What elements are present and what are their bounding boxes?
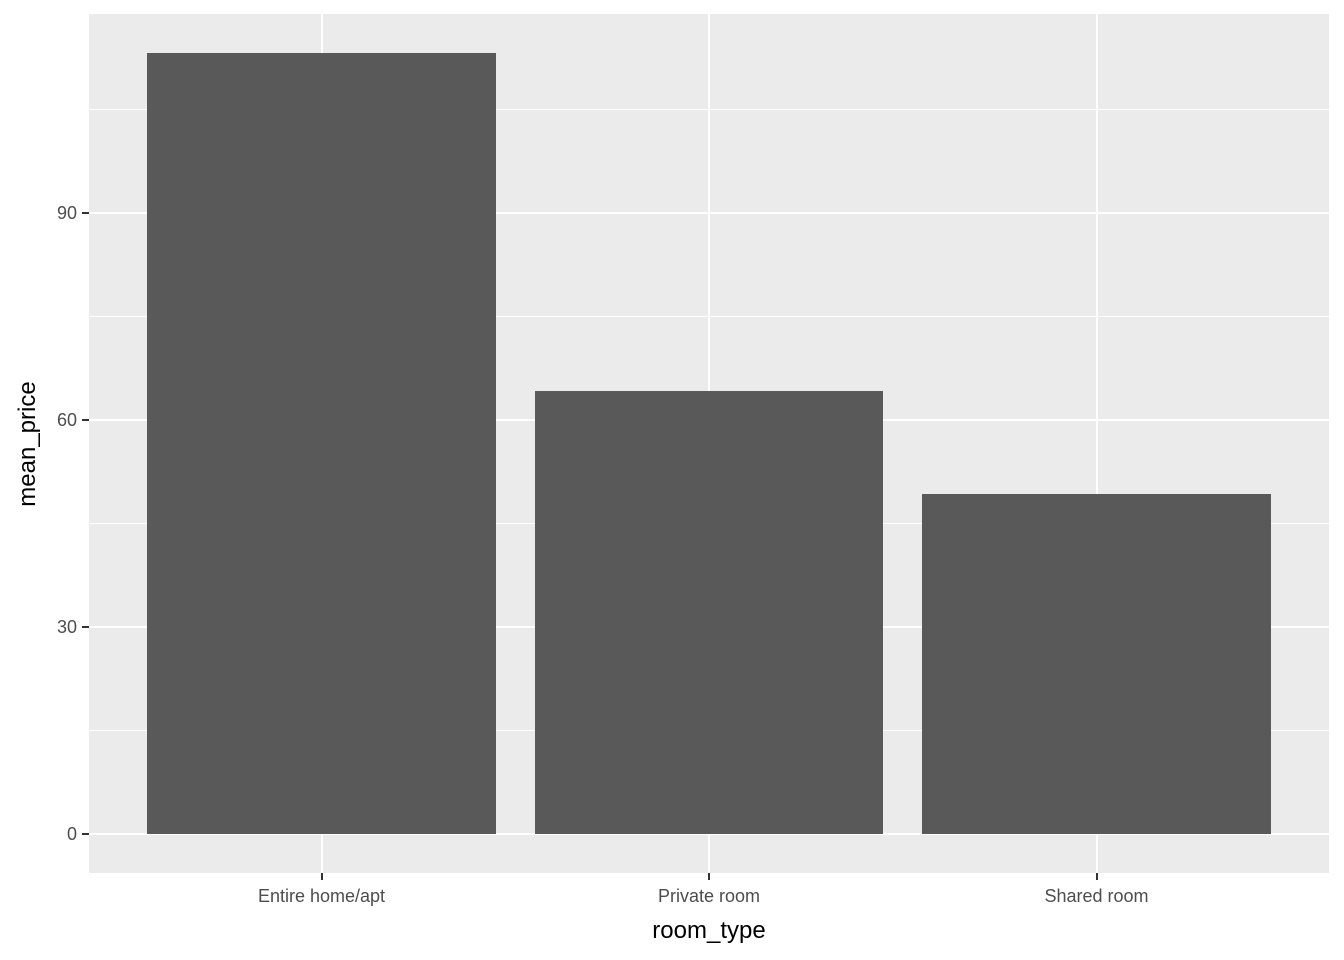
y-tick-label: 60: [56, 410, 77, 431]
y-axis-title: mean_price: [14, 380, 41, 507]
x-tick-label: Private room: [657, 886, 761, 906]
y-tick-mark: [82, 832, 89, 835]
y-tick-label: 30: [56, 616, 77, 637]
x-tick-mark: [320, 873, 323, 880]
plot-panel: [89, 14, 1329, 873]
x-tick-label: Shared room: [1044, 886, 1149, 906]
y-tick-mark: [82, 625, 89, 628]
x-axis-title: room_type: [652, 917, 766, 944]
y-tick-label: 0: [66, 823, 77, 844]
bar: [147, 53, 496, 834]
y-tick-mark: [82, 419, 89, 422]
major-gridline-vertical: [1095, 14, 1098, 873]
bar: [922, 493, 1271, 834]
y-tick-label: 90: [56, 203, 77, 224]
x-tick-mark: [708, 873, 710, 880]
y-tick-mark: [82, 212, 89, 215]
x-tick-mark: [1095, 873, 1098, 880]
x-tick-label: Entire home/apt: [257, 886, 386, 906]
bar: [534, 391, 884, 834]
